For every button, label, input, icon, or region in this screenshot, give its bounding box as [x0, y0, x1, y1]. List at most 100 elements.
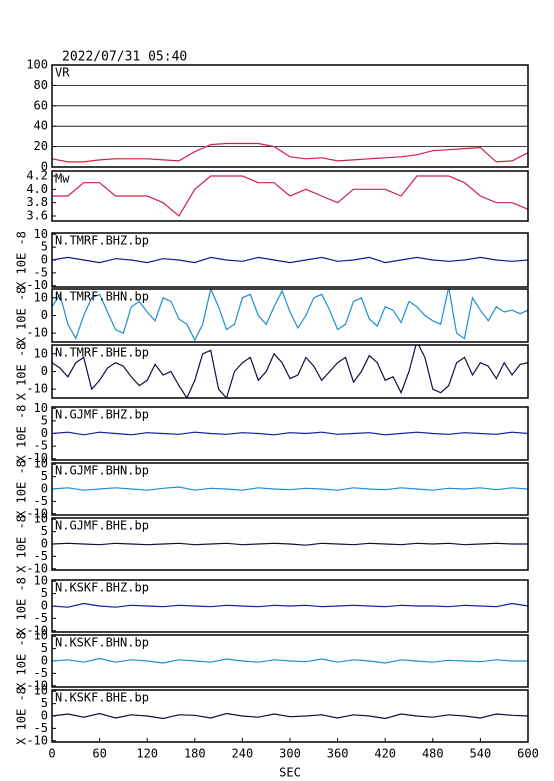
- y-tick-label: -10: [26, 278, 48, 292]
- x-tick-label: 0: [48, 747, 55, 761]
- y-axis-label: X 10E -8: [15, 287, 29, 345]
- y-tick-label: 40: [34, 119, 48, 133]
- waveform: [52, 256, 528, 264]
- y-tick-label: -5: [34, 265, 48, 279]
- y-tick-label: -10: [26, 623, 48, 637]
- waveform: [52, 175, 528, 217]
- panel-label: N.KSKF.BHZ.bp: [55, 581, 149, 595]
- waveform: [52, 602, 528, 608]
- y-tick-label: 10: [34, 629, 48, 643]
- waveform: [52, 289, 528, 342]
- y-tick-label: 60: [34, 98, 48, 112]
- y-tick-label: 100: [26, 58, 48, 72]
- y-tick-label: 0: [41, 253, 48, 267]
- y-tick-label: 3.8: [26, 195, 48, 209]
- y-tick-label: 0: [41, 160, 48, 174]
- x-tick-label: 540: [470, 747, 492, 761]
- waveform: [52, 542, 528, 546]
- x-tick-label: 360: [327, 747, 349, 761]
- y-tick-label: 10: [34, 227, 48, 241]
- panel-label: N.TMRF.BHE.bp: [55, 346, 149, 360]
- y-tick-label: -5: [34, 549, 48, 563]
- panel-frame: [51, 406, 529, 461]
- y-tick-label: 0: [41, 308, 48, 322]
- y-tick-label: 3.6: [26, 209, 48, 223]
- y-tick-label: 0: [41, 709, 48, 723]
- y-axis-label: X 10E -8: [15, 577, 29, 635]
- y-axis-label: X 10E -8: [15, 343, 29, 401]
- y-tick-label: 10: [34, 346, 48, 360]
- y-tick-label: 10: [34, 684, 48, 698]
- y-tick-label: 0: [41, 654, 48, 668]
- panel-label: Mw: [55, 172, 70, 186]
- x-axis-label: SEC: [279, 766, 301, 780]
- x-tick-label: 120: [136, 747, 158, 761]
- y-tick-label: 80: [34, 78, 48, 92]
- y-axis-label: X 10E -8: [15, 460, 29, 518]
- y-tick-label: 0: [41, 599, 48, 613]
- panel-frame: [51, 170, 529, 222]
- panel-frame: [51, 579, 529, 633]
- y-tick-label: 10: [34, 290, 48, 304]
- y-tick-label: 0: [41, 482, 48, 496]
- panel-frame: [51, 462, 529, 516]
- waveform: [52, 712, 528, 720]
- panel-label: N.GJMF.BHZ.bp: [55, 408, 149, 422]
- waveform: [52, 657, 528, 664]
- y-tick-label: -5: [34, 611, 48, 625]
- x-tick-label: 240: [232, 747, 254, 761]
- y-tick-label: 10: [34, 512, 48, 526]
- y-tick-label: -10: [26, 561, 48, 575]
- y-tick-label: 5: [41, 240, 48, 254]
- x-tick-label: 180: [184, 747, 206, 761]
- waveform: [52, 345, 528, 398]
- x-tick-label: 60: [92, 747, 106, 761]
- panel-frame: [51, 344, 529, 399]
- y-tick-label: -10: [26, 506, 48, 520]
- y-tick-label: 0: [41, 537, 48, 551]
- x-tick-label: 480: [422, 747, 444, 761]
- panel-frame: [51, 288, 529, 343]
- panel-frame: [51, 517, 529, 571]
- y-axis-label: X 10E -8: [15, 632, 29, 690]
- y-tick-label: -10: [26, 326, 48, 340]
- y-tick-label: 0: [41, 364, 48, 378]
- panel-label: N.GJMF.BHE.bp: [55, 519, 149, 533]
- chart-title: 2022/07/31 05:40: [62, 50, 187, 65]
- panel-label: N.GJMF.BHN.bp: [55, 464, 149, 478]
- y-tick-label: 4.2: [26, 169, 48, 183]
- y-tick-label: -10: [26, 733, 48, 747]
- y-tick-label: 5: [41, 696, 48, 710]
- x-tick-label: 300: [279, 747, 301, 761]
- waveform: [52, 486, 528, 491]
- y-tick-label: 5: [41, 641, 48, 655]
- y-tick-label: -10: [26, 382, 48, 396]
- panel-label: VR: [55, 66, 70, 80]
- y-tick-label: -5: [34, 721, 48, 735]
- y-tick-label: 0: [41, 426, 48, 440]
- y-tick-label: 5: [41, 413, 48, 427]
- y-axis-label: X 10E -8: [15, 687, 29, 745]
- y-tick-label: -5: [34, 439, 48, 453]
- y-axis-label: X 10E -8: [15, 515, 29, 573]
- panel-frame: [51, 64, 529, 168]
- waveform: [52, 142, 528, 163]
- panel-frame: [51, 634, 529, 688]
- x-tick-label: 420: [374, 747, 396, 761]
- panel-label: N.TMRF.BHN.bp: [55, 290, 149, 304]
- y-tick-label: -5: [34, 666, 48, 680]
- y-tick-label: -10: [26, 451, 48, 465]
- panel-label: N.TMRF.BHZ.bp: [55, 234, 149, 248]
- y-tick-label: 20: [34, 139, 48, 153]
- y-tick-label: 5: [41, 524, 48, 538]
- y-tick-label: 5: [41, 469, 48, 483]
- y-axis-label: X 10E -8: [15, 405, 29, 463]
- y-axis-label: X 10E -8: [15, 231, 29, 289]
- y-tick-label: 10: [34, 401, 48, 415]
- panel-label: N.KSKF.BHN.bp: [55, 636, 149, 650]
- y-tick-label: 5: [41, 586, 48, 600]
- panel-label: N.KSKF.BHE.bp: [55, 691, 149, 705]
- y-tick-label: -5: [34, 494, 48, 508]
- y-tick-label: 10: [34, 457, 48, 471]
